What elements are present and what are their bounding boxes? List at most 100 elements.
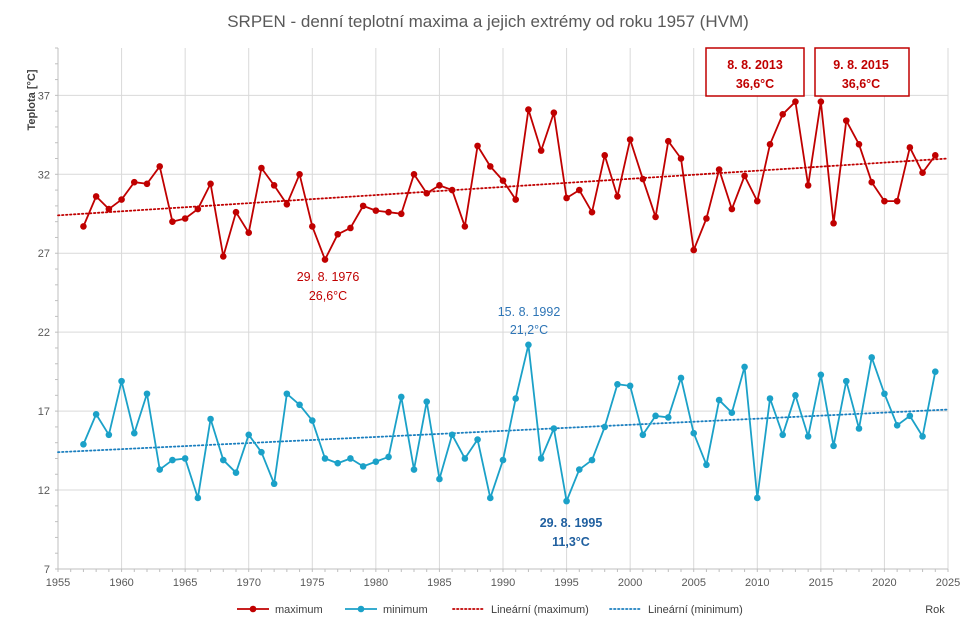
data-point-maximum	[626, 136, 634, 143]
annotation: 29. 8. 1976 26,6°C	[297, 270, 360, 303]
data-point-minimum	[664, 414, 672, 421]
data-point-maximum	[359, 202, 367, 210]
data-point-minimum	[588, 456, 596, 464]
x-tick-label: 1955	[46, 577, 70, 589]
data-point-maximum	[779, 111, 787, 118]
data-point-minimum	[499, 456, 507, 464]
data-point-minimum	[207, 415, 214, 423]
y-tick-label: 7	[44, 564, 50, 576]
data-point-maximum	[766, 141, 774, 148]
data-point-minimum	[919, 433, 926, 440]
data-point-minimum	[741, 363, 748, 371]
data-point-maximum	[512, 196, 520, 203]
legend-label: maximum	[275, 604, 323, 616]
x-tick-label: 2010	[745, 577, 769, 589]
data-point-minimum	[156, 466, 164, 473]
y-tick-label: 32	[38, 169, 50, 181]
data-point-minimum	[639, 431, 647, 439]
data-point-maximum	[690, 246, 698, 254]
data-point-maximum	[283, 201, 291, 208]
x-tick-label: 1980	[364, 577, 388, 589]
data-point-maximum	[207, 180, 214, 188]
data-point-minimum	[626, 382, 634, 390]
annotation-value: 36,6°C	[736, 77, 774, 91]
data-point-minimum	[563, 497, 570, 505]
data-point-maximum	[893, 197, 901, 205]
annotation-date: 29. 8. 1995	[540, 516, 603, 530]
annotation-value: 21,2°C	[510, 323, 548, 337]
annotation: 8. 8. 2013 36,6°C	[705, 47, 805, 97]
data-point-minimum	[359, 463, 367, 470]
data-point-maximum	[194, 205, 202, 213]
data-point-maximum	[334, 230, 342, 238]
data-point-maximum	[118, 196, 125, 203]
data-point-minimum	[868, 354, 876, 361]
data-point-maximum	[474, 142, 481, 150]
data-point-maximum	[258, 164, 265, 172]
data-point-maximum	[830, 219, 837, 227]
data-point-minimum	[219, 456, 227, 464]
data-point-minimum	[486, 494, 494, 502]
annotation-value: 26,6°C	[309, 289, 347, 303]
data-point-maximum	[499, 177, 507, 184]
x-tick-label: 1995	[554, 577, 578, 589]
y-tick-label: 12	[38, 485, 50, 497]
annotation-value: 36,6°C	[842, 77, 880, 91]
data-point-maximum	[614, 193, 621, 200]
data-point-maximum	[677, 155, 685, 162]
legend: maximum minimum Lineární (maximum) Lineární…	[237, 604, 743, 616]
data-point-maximum	[461, 223, 469, 230]
data-point-maximum	[486, 163, 494, 170]
data-point-minimum	[334, 459, 342, 467]
data-point-minimum	[753, 494, 761, 502]
x-tick-label: 2025	[936, 577, 960, 589]
data-point-maximum	[855, 141, 863, 148]
data-point-minimum	[410, 466, 418, 473]
data-point-minimum	[766, 395, 774, 402]
annotation-date: 9. 8. 2015	[833, 58, 889, 72]
data-point-minimum	[893, 422, 901, 429]
data-point-minimum	[728, 409, 736, 417]
legend-label: Lineární (minimum)	[648, 604, 743, 616]
legend-item: minimum	[345, 604, 428, 616]
annotation: 29. 8. 1995 11,3°C	[540, 516, 603, 549]
y-axis-title: Teplota [°C]	[26, 69, 38, 130]
annotation-value: 11,3°C	[552, 535, 590, 549]
data-point-maximum	[423, 189, 431, 197]
legend-item: maximum	[237, 604, 323, 616]
data-point-minimum	[817, 371, 825, 379]
data-point-maximum	[575, 186, 583, 194]
data-point-minimum	[130, 429, 138, 437]
data-point-minimum	[830, 442, 837, 450]
data-point-maximum	[232, 208, 240, 216]
x-tick-label: 1970	[236, 577, 260, 589]
y-tick-label: 27	[38, 248, 50, 260]
legend-item: Lineární (maximum)	[452, 604, 589, 616]
data-point-maximum	[347, 224, 354, 232]
data-point-minimum	[385, 453, 392, 461]
data-point-minimum	[703, 461, 710, 469]
series-line-minimum	[82, 343, 937, 503]
data-point-minimum	[906, 412, 914, 420]
annotation-date: 8. 8. 2013	[727, 58, 783, 72]
data-point-maximum	[906, 144, 914, 151]
data-point-minimum	[842, 377, 850, 385]
legend-marker	[357, 605, 365, 613]
data-point-minimum	[779, 431, 787, 439]
data-point-minimum	[397, 393, 405, 401]
data-point-maximum	[919, 169, 926, 177]
data-point-minimum	[169, 456, 176, 464]
data-point-maximum	[537, 147, 545, 154]
data-point-minimum	[474, 436, 481, 443]
data-point-minimum	[804, 433, 812, 440]
x-tick-label: 2000	[618, 577, 642, 589]
data-point-minimum	[143, 390, 151, 398]
x-axis-title: Rok	[925, 604, 945, 616]
data-point-minimum	[715, 396, 723, 404]
data-point-maximum	[652, 213, 659, 221]
annotation: 9. 8. 2015 36,6°C	[814, 47, 910, 97]
data-point-maximum	[308, 223, 316, 230]
data-point-maximum	[792, 98, 799, 105]
data-point-maximum	[372, 207, 380, 214]
